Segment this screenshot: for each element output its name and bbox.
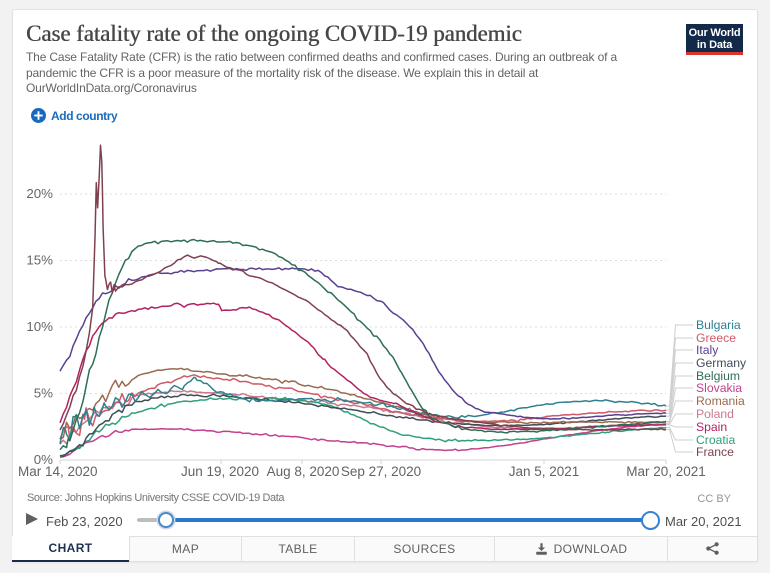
svg-text:0%: 0% [34, 452, 53, 467]
svg-text:Poland: Poland [696, 407, 734, 421]
svg-text:Germany: Germany [696, 356, 747, 370]
svg-text:Aug 8, 2020: Aug 8, 2020 [267, 464, 340, 479]
svg-text:Jun 19, 2020: Jun 19, 2020 [181, 464, 259, 479]
svg-text:Mar 20, 2021: Mar 20, 2021 [626, 464, 706, 479]
svg-text:Spain: Spain [696, 420, 727, 434]
svg-text:Mar 14, 2020: Mar 14, 2020 [18, 464, 98, 479]
svg-text:France: France [696, 445, 734, 459]
svg-text:Romania: Romania [696, 394, 745, 408]
svg-text:Jan 5, 2021: Jan 5, 2021 [509, 464, 580, 479]
svg-text:Croatia: Croatia [696, 433, 736, 447]
svg-text:20%: 20% [26, 186, 53, 201]
svg-text:10%: 10% [26, 319, 53, 334]
svg-text:Slovakia: Slovakia [696, 381, 742, 395]
svg-text:Italy: Italy [696, 343, 719, 357]
svg-text:5%: 5% [34, 386, 53, 401]
svg-text:Belgium: Belgium [696, 369, 740, 383]
svg-text:Bulgaria: Bulgaria [696, 318, 741, 332]
svg-text:Greece: Greece [696, 331, 736, 345]
svg-text:Sep 27, 2020: Sep 27, 2020 [341, 464, 421, 479]
svg-text:15%: 15% [26, 253, 53, 268]
